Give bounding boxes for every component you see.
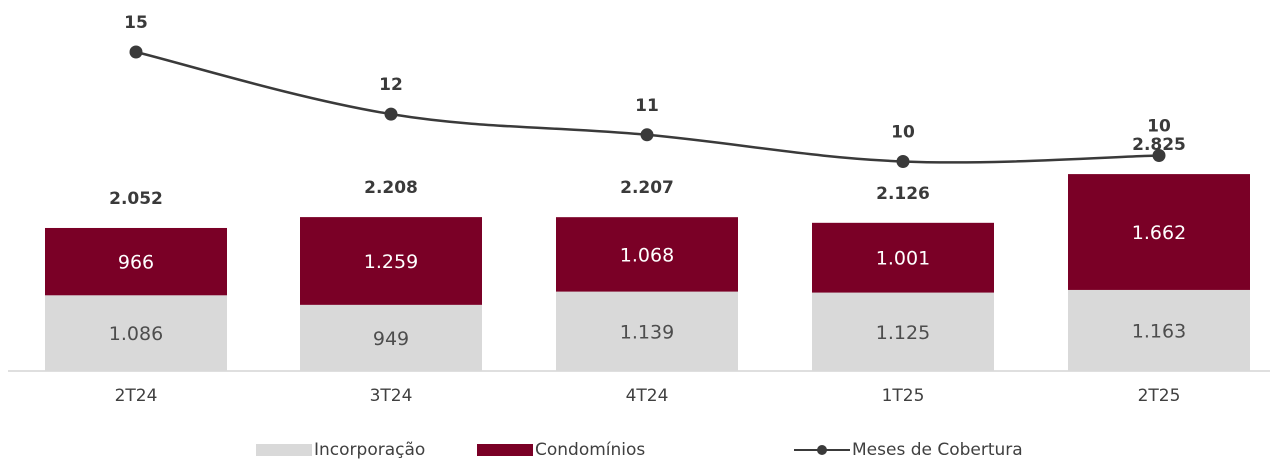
line-label-4t24: 11: [635, 96, 659, 116]
line-point-4t24: [640, 128, 654, 142]
legend-swatch-condominios: [477, 444, 533, 456]
category-label-2t25: 2T25: [1138, 386, 1181, 406]
line-point-3t24: [384, 107, 398, 121]
total-label-4t24: 2.207: [620, 178, 674, 198]
data-label-incorporacao-1t25: 1.125: [876, 322, 930, 344]
data-label-condominios-2t24: 966: [118, 252, 154, 274]
total-label-2t24: 2.052: [109, 189, 163, 209]
category-label-3t24: 3T24: [370, 386, 413, 406]
data-label-incorporacao-4t24: 1.139: [620, 321, 674, 343]
category-label-4t24: 4T24: [626, 386, 669, 406]
stacked-bar-line-chart: 1.086 966 2.052 2T24 949 1.259 2.208 3T24 1.139 1…: [8, 13, 1270, 406]
bar-incorporacao-2t25: [1068, 289, 1250, 371]
total-label-1t25: 2.126: [876, 184, 930, 204]
bar-condominios-2t24: [45, 227, 227, 296]
legend-label-incorporacao: Incorporação: [314, 440, 426, 460]
chart-legend: Incorporação Condomínios Meses de Cobert…: [0, 440, 1274, 466]
data-label-condominios-4t24: 1.068: [620, 244, 674, 266]
bar-incorporacao-2t24: [45, 295, 227, 371]
data-label-condominios-2t25: 1.662: [1132, 222, 1186, 244]
bar-incorporacao-1t25: [812, 292, 994, 371]
legend-label-condominios: Condomínios: [535, 440, 646, 460]
legend-item-incorporacao: Incorporação: [256, 440, 425, 460]
bar-incorporacao-4t24: [556, 291, 738, 371]
legend-swatch-meses-de-cobertura: [794, 443, 850, 457]
bar-condominios-2t25: [1068, 174, 1250, 290]
data-label-incorporacao-3t24: 949: [373, 328, 409, 350]
data-label-incorporacao-2t25: 1.163: [1132, 320, 1186, 342]
total-label-2t25: 2.825: [1132, 135, 1186, 155]
legend-swatch-incorporacao: [256, 444, 312, 456]
data-label-condominios-1t25: 1.001: [876, 248, 930, 270]
line-label-1t25: 10: [891, 123, 915, 143]
total-label-3t24: 2.208: [364, 178, 418, 198]
legend-item-meses-de-cobertura: Meses de Cobertura: [794, 440, 1023, 460]
data-label-condominios-3t24: 1.259: [364, 251, 418, 273]
line-point-2t25: [1152, 149, 1166, 162]
line-label-2t25: 10: [1147, 117, 1171, 137]
data-label-incorporacao-2t24: 1.086: [109, 323, 163, 345]
line-label-3t24: 12: [379, 75, 403, 95]
bar-condominios-3t24: [300, 217, 482, 305]
line-point-1t25: [896, 155, 910, 168]
line-label-2t24: 15: [124, 13, 148, 33]
bar-condominios-4t24: [556, 217, 738, 292]
bar-condominios-1t25: [812, 222, 994, 293]
bar-incorporacao-3t24: [300, 304, 482, 371]
category-label-2t24: 2T24: [115, 386, 158, 406]
legend-label-meses-de-cobertura: Meses de Cobertura: [852, 440, 1023, 460]
category-label-1t25: 1T25: [882, 386, 925, 406]
legend-item-condominios: Condomínios: [477, 440, 645, 460]
line-point-2t24: [129, 45, 143, 59]
